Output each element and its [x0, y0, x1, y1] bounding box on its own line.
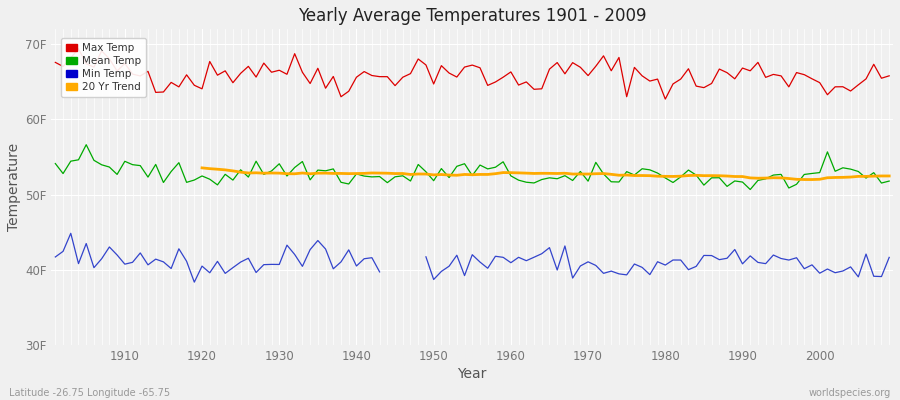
X-axis label: Year: Year	[457, 367, 487, 381]
Text: worldspecies.org: worldspecies.org	[809, 388, 891, 398]
Text: Latitude -26.75 Longitude -65.75: Latitude -26.75 Longitude -65.75	[9, 388, 170, 398]
Y-axis label: Temperature: Temperature	[7, 143, 21, 231]
Title: Yearly Average Temperatures 1901 - 2009: Yearly Average Temperatures 1901 - 2009	[298, 7, 646, 25]
Legend: Max Temp, Mean Temp, Min Temp, 20 Yr Trend: Max Temp, Mean Temp, Min Temp, 20 Yr Tre…	[61, 38, 146, 98]
